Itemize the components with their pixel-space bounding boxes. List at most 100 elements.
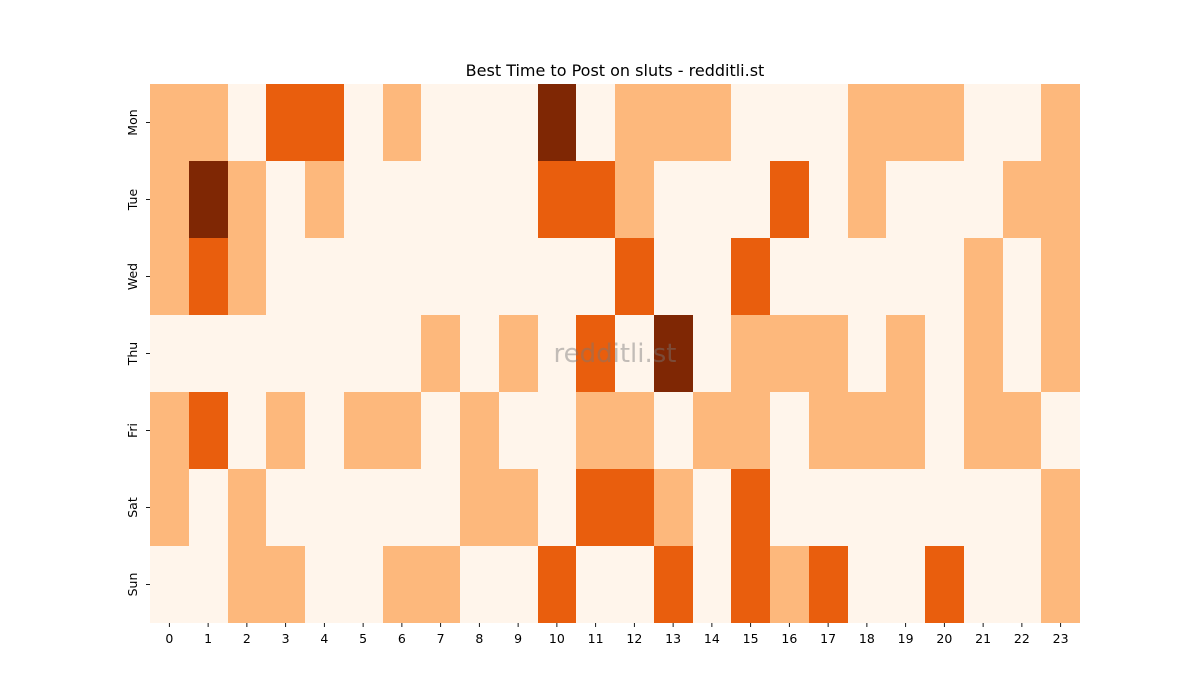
- heatmap-cell-wed-18: [848, 238, 886, 315]
- heatmap-cell-thu-13: [654, 315, 693, 392]
- heatmap-cell-sat-17: [809, 469, 848, 546]
- heatmap-cell-thu-23: [1041, 315, 1080, 392]
- x-tick-label: 15: [743, 631, 759, 646]
- heatmap-cell-sat-18: [848, 469, 886, 546]
- heatmap-cell-sat-23: [1041, 469, 1080, 546]
- y-tick-label: Mon: [125, 109, 140, 135]
- heatmap-cell-sat-9: [499, 469, 538, 546]
- heatmap-cell-wed-3: [266, 238, 305, 315]
- heatmap-cell-thu-15: [731, 315, 770, 392]
- heatmap-cell-fri-4: [305, 392, 344, 469]
- heatmap-cell-mon-10: [538, 84, 576, 161]
- heatmap-cell-thu-12: [615, 315, 654, 392]
- heatmap-cell-fri-5: [344, 392, 383, 469]
- heatmap-cell-sun-2: [228, 546, 266, 623]
- heatmap-cell-fri-6: [383, 392, 421, 469]
- heatmap-cell-mon-7: [421, 84, 460, 161]
- heatmap-cell-thu-9: [499, 315, 538, 392]
- x-tick-label: 19: [898, 631, 914, 646]
- heatmap-cell-mon-21: [964, 84, 1003, 161]
- heatmap-cell-sat-3: [266, 469, 305, 546]
- heatmap-cell-wed-4: [305, 238, 344, 315]
- heatmap-cell-sat-19: [886, 469, 925, 546]
- heatmap-cell-thu-16: [770, 315, 809, 392]
- heatmap-cell-sat-0: [150, 469, 189, 546]
- heatmap-cell-wed-2: [228, 238, 266, 315]
- heatmap-cell-sun-20: [925, 546, 964, 623]
- x-tick-label: 17: [820, 631, 836, 646]
- heatmap-cell-fri-2: [228, 392, 266, 469]
- heatmap-cell-fri-9: [499, 392, 538, 469]
- heatmap-cell-tue-21: [964, 161, 1003, 238]
- heatmap-cell-fri-13: [654, 392, 693, 469]
- heatmap-cell-tue-1: [189, 161, 228, 238]
- heatmap-cell-sat-11: [576, 469, 615, 546]
- heatmap-cell-fri-20: [925, 392, 964, 469]
- heatmap-cell-mon-23: [1041, 84, 1080, 161]
- heatmap-cell-mon-18: [848, 84, 886, 161]
- heatmap-cell-sun-16: [770, 546, 809, 623]
- heatmap-cell-wed-6: [383, 238, 421, 315]
- heatmap-cell-tue-9: [499, 161, 538, 238]
- heatmap-cell-fri-22: [1003, 392, 1041, 469]
- heatmap-cell-sat-2: [228, 469, 266, 546]
- x-tick-label: 9: [514, 631, 522, 646]
- heatmap-cell-mon-17: [809, 84, 848, 161]
- heatmap-cell-mon-4: [305, 84, 344, 161]
- heatmap-cell-fri-16: [770, 392, 809, 469]
- heatmap-cell-sat-14: [693, 469, 731, 546]
- y-tick-label: Fri: [125, 423, 140, 438]
- heatmap-cell-fri-12: [615, 392, 654, 469]
- heatmap-cell-tue-20: [925, 161, 964, 238]
- y-tick-label: Sat: [125, 497, 140, 518]
- heatmap-cell-sat-13: [654, 469, 693, 546]
- heatmap-cell-wed-8: [460, 238, 499, 315]
- x-tick-label: 20: [936, 631, 952, 646]
- heatmap-cell-sat-6: [383, 469, 421, 546]
- heatmap-cell-tue-23: [1041, 161, 1080, 238]
- x-tick-label: 16: [781, 631, 797, 646]
- heatmap-cell-sun-15: [731, 546, 770, 623]
- heatmap-cell-sun-3: [266, 546, 305, 623]
- y-tick-label: Tue: [125, 189, 140, 212]
- x-tick-label: 10: [549, 631, 565, 646]
- heatmap-cell-fri-18: [848, 392, 886, 469]
- heatmap-cell-thu-7: [421, 315, 460, 392]
- x-tick-label: 21: [975, 631, 991, 646]
- heatmap-cell-sat-10: [538, 469, 576, 546]
- heatmap-cell-thu-11: [576, 315, 615, 392]
- heatmap-cell-wed-19: [886, 238, 925, 315]
- heatmap-cell-tue-19: [886, 161, 925, 238]
- heatmap-cell-sun-22: [1003, 546, 1041, 623]
- heatmap-cell-fri-7: [421, 392, 460, 469]
- x-tick-label: 6: [398, 631, 406, 646]
- heatmap-cell-sat-22: [1003, 469, 1041, 546]
- heatmap-cell-thu-22: [1003, 315, 1041, 392]
- heatmap-cell-sat-1: [189, 469, 228, 546]
- heatmap-cell-wed-0: [150, 238, 189, 315]
- heatmap-cell-mon-12: [615, 84, 654, 161]
- x-tick-label: 1: [204, 631, 212, 646]
- x-axis: 0 1 2 3 4 5 6 7 8 9 10 11 12 13 14 15 16 17 18 19 20 21 22 23: [165, 623, 1069, 646]
- heatmap-cell-sun-9: [499, 546, 538, 623]
- heatmap-cell-fri-19: [886, 392, 925, 469]
- x-tick-label: 11: [588, 631, 604, 646]
- heatmap-cell-tue-8: [460, 161, 499, 238]
- heatmap-cell-mon-13: [654, 84, 693, 161]
- heatmap-cell-mon-9: [499, 84, 538, 161]
- heatmap-cell-thu-20: [925, 315, 964, 392]
- x-tick-label: 22: [1014, 631, 1030, 646]
- heatmap-cell-mon-2: [228, 84, 266, 161]
- heatmap-cell-tue-13: [654, 161, 693, 238]
- heatmap-cell-tue-15: [731, 161, 770, 238]
- heatmap-cell-wed-21: [964, 238, 1003, 315]
- heatmap-cell-thu-17: [809, 315, 848, 392]
- heatmap-cell-fri-10: [538, 392, 576, 469]
- heatmap-cell-wed-20: [925, 238, 964, 315]
- heatmap-cell-sun-10: [538, 546, 576, 623]
- heatmap-cell-tue-6: [383, 161, 421, 238]
- heatmap-cell-mon-22: [1003, 84, 1041, 161]
- heatmap-cell-fri-23: [1041, 392, 1080, 469]
- y-tick-label: Thu: [125, 342, 140, 366]
- x-tick-label: 3: [282, 631, 290, 646]
